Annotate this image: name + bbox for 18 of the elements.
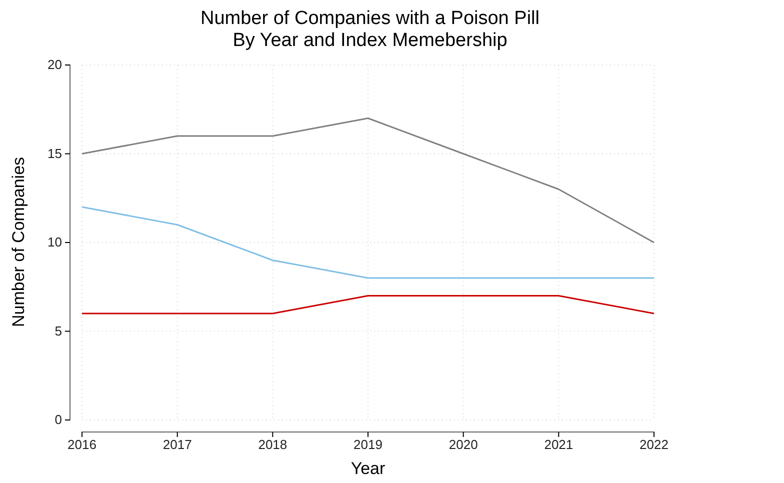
y-tick-label: 10 [48,234,62,250]
x-axis-title: Year [350,459,386,478]
y-axis-title: Number of Companies [9,156,28,328]
chart-title: Number of Companies with a Poison Pill [200,8,540,29]
y-tick-label: 5 [54,323,62,338]
chart-subtitle: By Year and Index Memebership [232,30,508,51]
y-tick-label: 0 [54,412,62,428]
x-tick-label: 2017 [162,437,192,452]
line-series [81,206,655,279]
line-series [81,118,655,244]
y-tick-label: 15 [48,146,62,161]
y-tick-label: 20 [48,57,62,72]
x-tick-label: 2021 [544,437,574,452]
x-tick-label: 2019 [354,437,382,452]
x-tick-label: 2018 [258,437,288,452]
x-tick-label: 2022 [640,437,668,452]
x-tick-label: 2016 [68,437,96,452]
x-tick-label: 2020 [448,437,478,452]
